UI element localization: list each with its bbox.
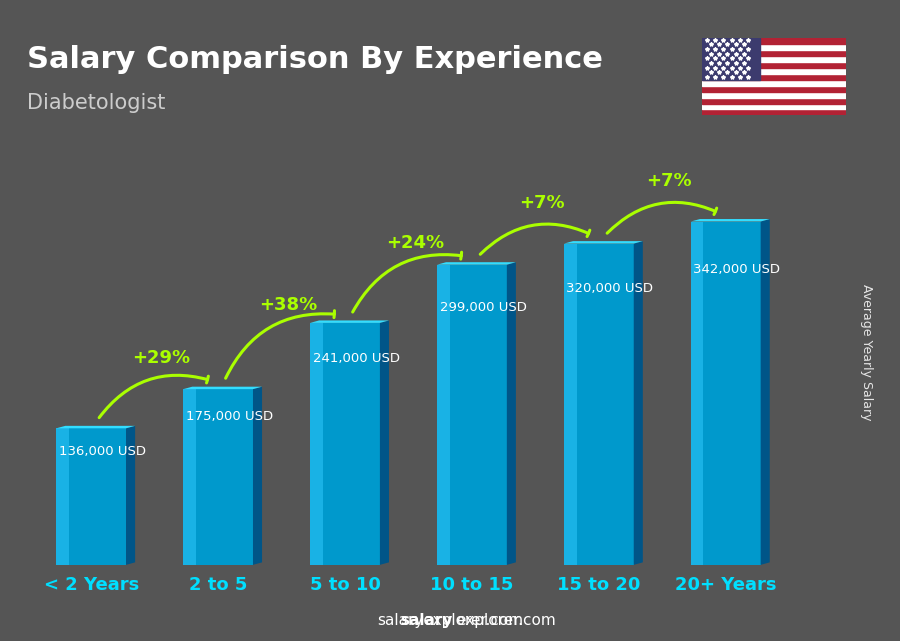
Bar — [702, 44, 846, 50]
Polygon shape — [437, 262, 516, 265]
Polygon shape — [760, 219, 770, 565]
Text: 320,000 USD: 320,000 USD — [566, 282, 653, 295]
Bar — [702, 86, 846, 92]
Bar — [56, 428, 126, 565]
Bar — [702, 92, 846, 97]
Bar — [702, 104, 846, 110]
Bar — [310, 323, 323, 565]
Text: 342,000 USD: 342,000 USD — [693, 263, 780, 276]
Bar — [691, 222, 704, 565]
Polygon shape — [184, 387, 262, 389]
Bar — [702, 38, 846, 44]
Polygon shape — [56, 426, 135, 428]
Text: 299,000 USD: 299,000 USD — [439, 301, 526, 313]
Bar — [702, 68, 846, 74]
Text: 175,000 USD: 175,000 USD — [185, 410, 273, 423]
Text: Average Yearly Salary: Average Yearly Salary — [860, 285, 873, 420]
Bar — [56, 428, 68, 565]
Text: +29%: +29% — [132, 349, 190, 367]
Bar — [437, 265, 507, 565]
Polygon shape — [691, 219, 770, 222]
Bar — [310, 323, 380, 565]
Polygon shape — [253, 387, 262, 565]
Text: Salary Comparison By Experience: Salary Comparison By Experience — [27, 45, 603, 74]
Bar — [702, 62, 846, 68]
Bar — [702, 97, 846, 104]
Bar — [184, 389, 253, 565]
Polygon shape — [634, 241, 643, 565]
Text: +24%: +24% — [386, 233, 444, 252]
Text: salaryexplorer.com: salaryexplorer.com — [377, 613, 523, 628]
Text: 241,000 USD: 241,000 USD — [312, 352, 400, 365]
Text: +38%: +38% — [259, 296, 317, 314]
Bar — [702, 110, 846, 115]
Bar — [702, 56, 846, 62]
Polygon shape — [126, 426, 135, 565]
Polygon shape — [564, 241, 643, 244]
Polygon shape — [310, 320, 389, 323]
Bar — [564, 244, 577, 565]
Bar — [691, 222, 760, 565]
Text: +7%: +7% — [519, 194, 564, 212]
Bar — [702, 38, 760, 80]
Bar — [702, 80, 846, 86]
Polygon shape — [507, 262, 516, 565]
Text: explorer.com: explorer.com — [456, 613, 556, 628]
Text: salary: salary — [400, 613, 453, 628]
Bar — [184, 389, 195, 565]
Bar — [702, 74, 846, 80]
Text: 136,000 USD: 136,000 USD — [58, 445, 146, 458]
Bar — [702, 50, 846, 56]
Polygon shape — [380, 320, 389, 565]
Bar — [437, 265, 450, 565]
Text: Diabetologist: Diabetologist — [27, 93, 166, 113]
Bar — [564, 244, 634, 565]
Text: +7%: +7% — [646, 172, 691, 190]
